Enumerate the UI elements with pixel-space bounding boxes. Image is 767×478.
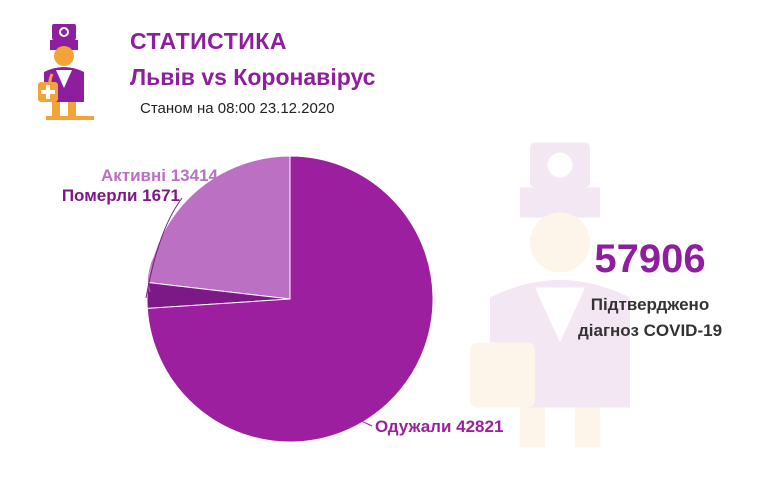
slice-label-recovered: Одужали 42821 (375, 417, 503, 436)
as-of-date: Станом на 08:00 23.12.2020 (140, 100, 335, 117)
total-label-line2: діагноз COVID-19 (577, 321, 723, 340)
leader-line-died (145, 197, 183, 299)
doctor-watermark-icon (470, 142, 630, 448)
leader-line-recovered (351, 417, 373, 427)
total-cases-label: Підтверджено діагноз COVID-19 (540, 292, 760, 344)
total-cases-value: 57906 (594, 237, 706, 281)
slice-label-died: Померли 1671 (62, 186, 180, 205)
pie-slice-recovered (146, 155, 434, 443)
slice-label-active: Активні 13414 (101, 166, 219, 185)
doctor-icon (38, 24, 94, 120)
page-subtitle: Львів vs Коронавірус (130, 64, 376, 90)
page-title: СТАТИСТИКА (130, 28, 287, 54)
total-label-line1: Підтверджено (590, 295, 710, 314)
